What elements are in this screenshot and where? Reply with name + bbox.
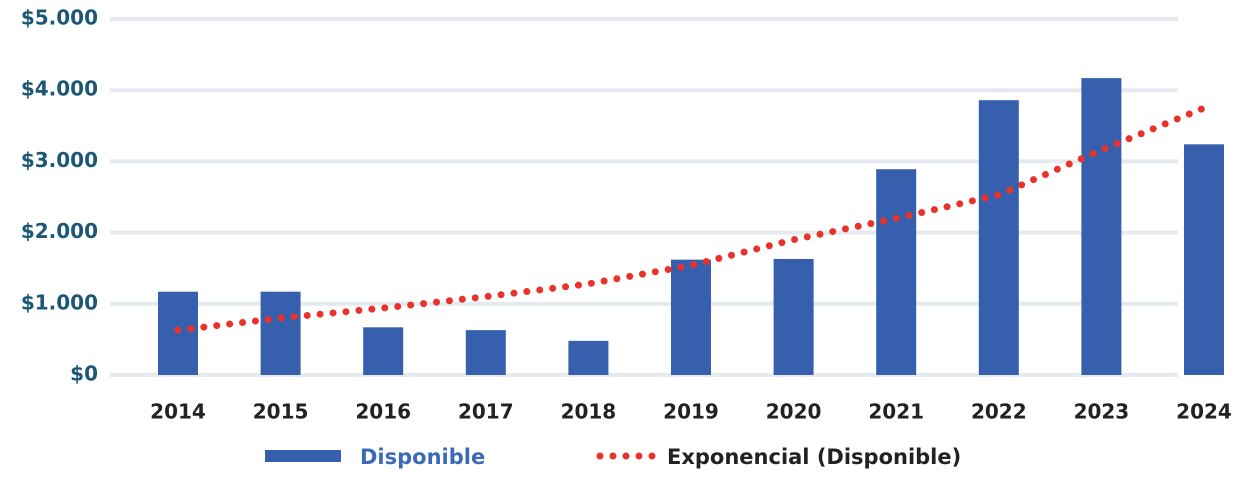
y-tick-label: $4.000	[21, 77, 98, 101]
bar	[671, 259, 711, 375]
bar	[568, 340, 609, 375]
y-tick-label: $0	[70, 362, 98, 386]
legend-label: Exponencial (Disponible)	[667, 445, 961, 469]
bar	[465, 330, 506, 375]
x-tick-label: 2018	[561, 400, 617, 424]
bar	[1081, 78, 1122, 375]
x-tick-label: 2016	[355, 400, 411, 424]
trend-line	[174, 104, 1208, 334]
x-tick-label: 2021	[868, 400, 924, 424]
bar	[876, 169, 917, 375]
bar	[773, 258, 814, 375]
legend-swatch	[265, 450, 341, 462]
bar	[363, 327, 404, 375]
bar	[1184, 144, 1224, 375]
x-tick-label: 2020	[766, 400, 822, 424]
x-tick-label: 2022	[971, 400, 1027, 424]
y-tick-label: $1.000	[21, 290, 98, 314]
x-tick-label: 2024	[1176, 400, 1232, 424]
x-tick-label: 2014	[150, 400, 206, 424]
y-tick-label: $3.000	[21, 148, 98, 172]
legend-label: Disponible	[360, 445, 485, 469]
x-tick-label: 2015	[253, 400, 309, 424]
y-tick-label: $5.000	[21, 6, 98, 30]
y-tick-label: $2.000	[21, 219, 98, 243]
bar	[978, 100, 1019, 375]
x-tick-label: 2019	[663, 400, 719, 424]
x-tick-label: 2017	[458, 400, 514, 424]
bar	[260, 291, 301, 375]
x-tick-label: 2023	[1074, 400, 1130, 424]
